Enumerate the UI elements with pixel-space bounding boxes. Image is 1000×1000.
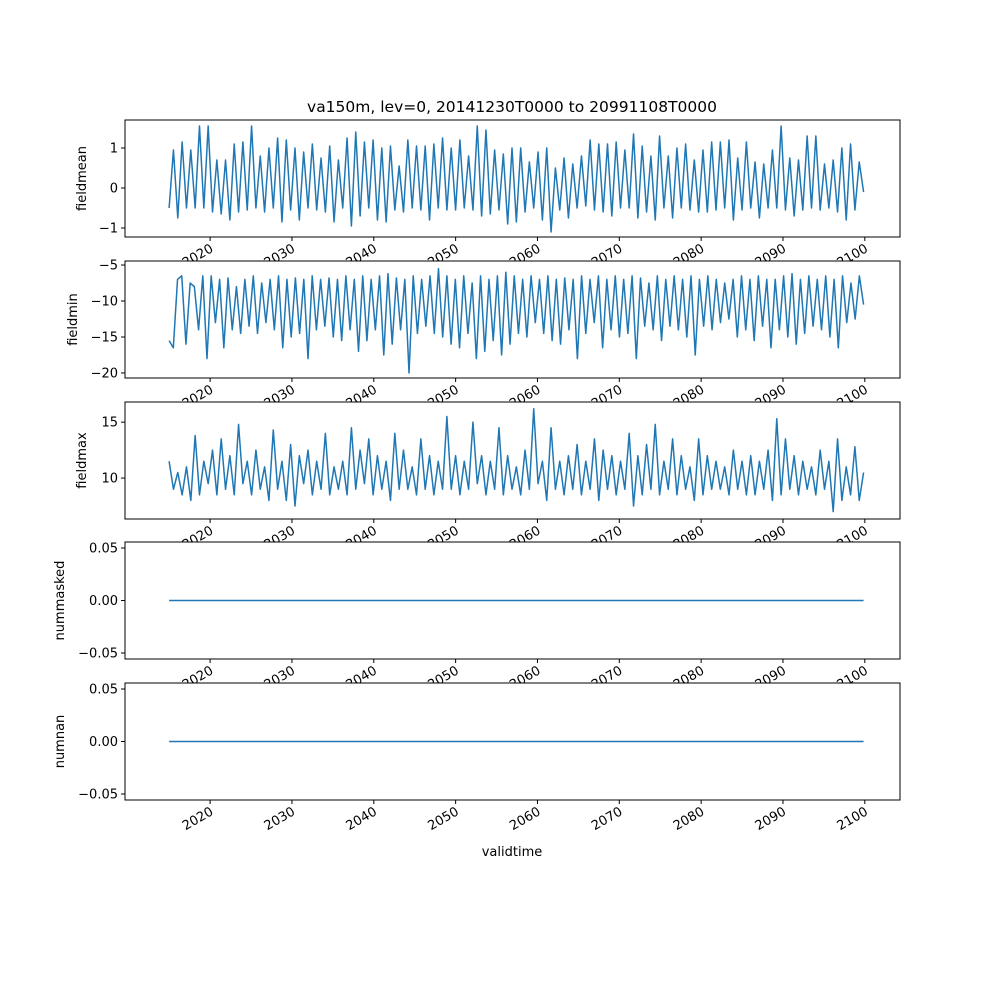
y-tick-label: 0.00: [89, 735, 118, 750]
axes-frame: [124, 401, 901, 520]
y-tick-label: 15: [101, 416, 118, 431]
series-line-fieldmean: [168, 125, 865, 233]
y-axis-label: fieldmax: [75, 432, 90, 489]
y-axis-label: numnan: [53, 715, 68, 769]
y-tick-label: −20: [91, 366, 118, 381]
y-tick-label: −1: [99, 222, 118, 237]
y-axis-label: fieldmin: [66, 293, 81, 346]
series-line-fieldmax: [168, 407, 865, 513]
axes-frame: [124, 260, 901, 379]
y-tick-label: 0.05: [89, 541, 118, 556]
series-line-fieldmin: [168, 267, 865, 374]
y-tick-label: 0.00: [89, 594, 118, 609]
y-axis-label: fieldmean: [75, 146, 90, 211]
y-tick-label: −0.05: [78, 788, 118, 803]
x-axis-label: validtime: [482, 845, 543, 860]
y-tick-label: −15: [91, 330, 118, 345]
y-tick-label: −10: [91, 295, 118, 310]
chart-title: va150m, lev=0, 20141230T0000 to 20991108…: [307, 98, 717, 116]
y-tick-label: 10: [101, 472, 118, 487]
y-tick-label: 0: [110, 182, 118, 197]
axes-frame: [124, 119, 901, 238]
y-tick-label: 0.05: [89, 682, 118, 697]
y-tick-label: −5: [99, 259, 118, 274]
y-axis-label: nummasked: [53, 561, 68, 641]
y-tick-label: −0.05: [78, 647, 118, 662]
y-tick-label: 1: [110, 142, 118, 157]
